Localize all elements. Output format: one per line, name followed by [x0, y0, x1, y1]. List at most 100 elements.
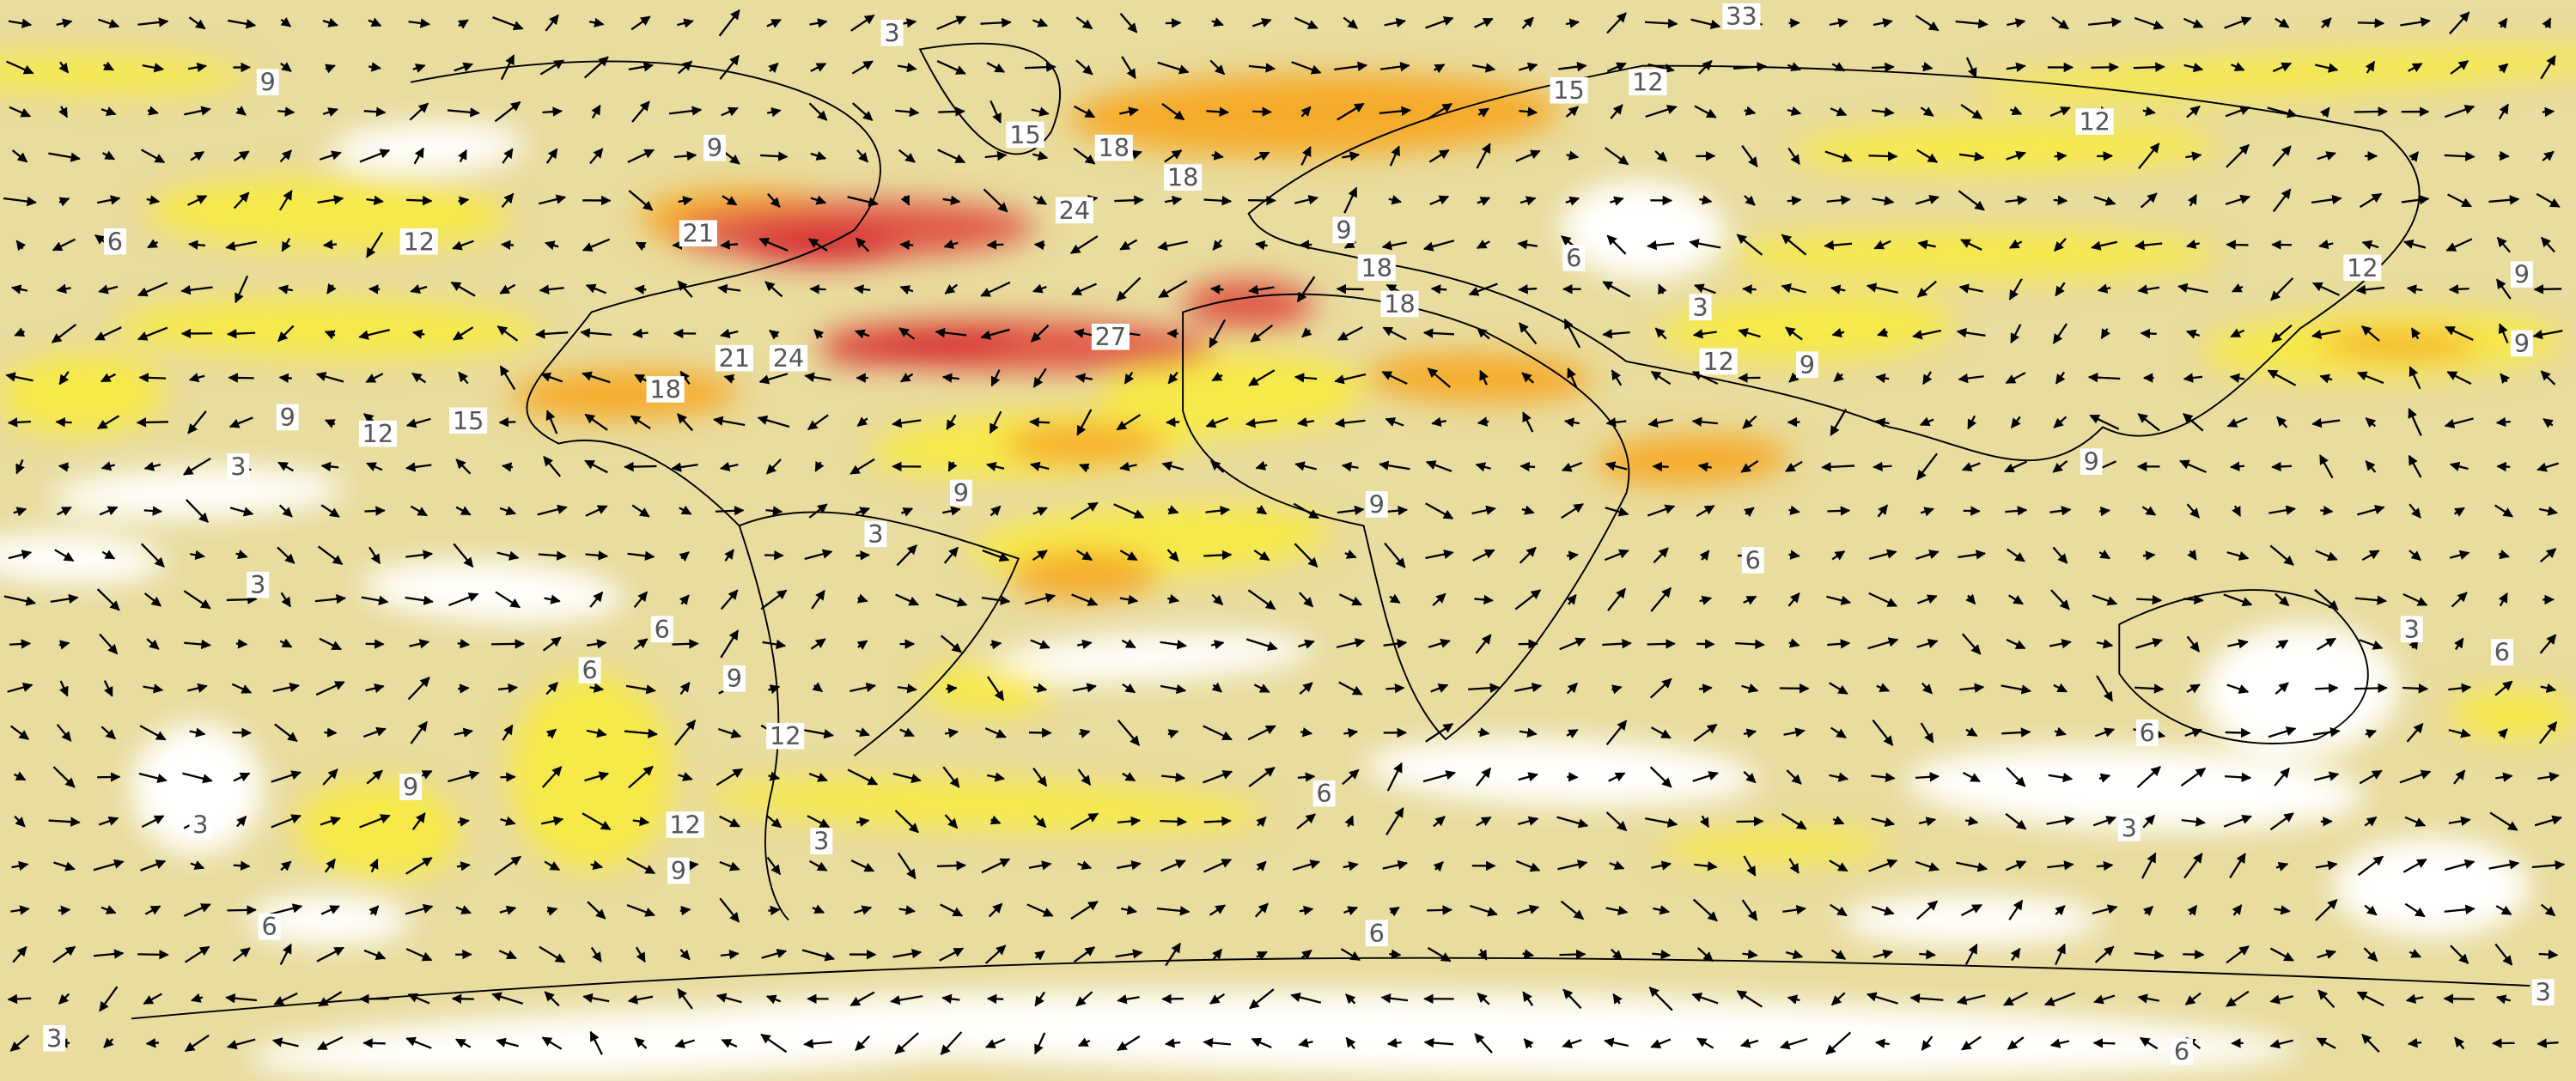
wind-arrow	[359, 149, 391, 163]
wind-arrow	[1921, 682, 1934, 695]
wind-arrow	[1341, 768, 1360, 786]
wind-arrow	[494, 100, 521, 123]
wind-arrow	[1699, 550, 1710, 562]
wind-arrow	[500, 772, 516, 782]
wind-arrow	[2540, 683, 2557, 693]
wind-arrow	[458, 196, 470, 206]
wind-arrow	[1432, 592, 1446, 607]
wind-arrow	[943, 546, 959, 564]
contour-label-text: 9	[2514, 329, 2530, 358]
wind-arrow	[2357, 18, 2385, 28]
wind-arrow	[279, 149, 292, 163]
wind-arrow	[2229, 373, 2245, 384]
wind-arrow	[2361, 240, 2379, 250]
wind-arrow	[1422, 328, 1455, 338]
wind-arrow	[1831, 550, 1846, 561]
wind-arrow	[716, 768, 744, 786]
contour-label-text: 18	[1167, 163, 1199, 192]
wind-arrow	[2497, 728, 2508, 739]
wind-arrow	[2498, 323, 2509, 343]
wind-arrow	[804, 549, 833, 561]
wind-arrow	[2496, 461, 2511, 472]
wind-arrow	[2009, 106, 2023, 116]
wind-arrow	[1382, 326, 1407, 341]
wind-arrow	[1072, 683, 1097, 693]
wind-arrow	[2089, 414, 2120, 430]
wind-arrow	[1338, 593, 1362, 606]
wind-arrow	[1833, 372, 1844, 383]
wind-arrow	[1831, 328, 1845, 338]
wind-arrow	[672, 639, 699, 649]
wind-arrow	[411, 372, 427, 384]
contour-label-text: 6	[262, 912, 277, 941]
contour-label: 12	[399, 227, 438, 256]
wind-arrow	[1867, 637, 1899, 650]
wind-arrow	[2007, 18, 2026, 28]
wind-arrow	[1033, 240, 1045, 251]
wind-arrow	[1117, 720, 1141, 746]
wind-arrow	[892, 772, 922, 784]
wind-arrow	[544, 240, 559, 251]
wind-arrow	[1967, 415, 1977, 430]
wind-arrow	[147, 239, 159, 249]
wind-arrow	[542, 636, 562, 652]
contour-label-text: 21	[719, 343, 751, 373]
wind-arrow	[1119, 594, 1139, 605]
wind-arrow	[1781, 234, 1807, 256]
contour-label: 3	[1689, 293, 1712, 322]
wind-arrow	[58, 640, 70, 650]
wind-arrow	[1742, 284, 1757, 295]
wind-arrow	[723, 373, 735, 384]
wind-arrow	[2226, 683, 2250, 694]
wind-arrow	[225, 240, 258, 252]
wind-arrow	[279, 638, 293, 648]
wind-arrow	[942, 506, 961, 516]
wind-arrow	[1251, 18, 1272, 27]
wind-arrow	[2271, 324, 2293, 343]
wind-arrow	[233, 860, 251, 871]
wind-arrow	[856, 416, 868, 428]
wind-arrow	[188, 16, 206, 30]
wind-arrow	[1744, 195, 1756, 206]
wind-arrow	[1119, 239, 1138, 251]
wind-arrow	[1479, 369, 1489, 386]
wind-arrow	[810, 150, 827, 161]
wind-arrow	[628, 765, 654, 789]
wind-arrow	[278, 190, 293, 211]
wind-arrow	[543, 456, 562, 477]
wind-arrow	[1167, 593, 1180, 604]
wind-arrow	[1294, 16, 1318, 29]
wind-arrow	[2539, 634, 2557, 654]
wind-arrow	[1919, 949, 1936, 960]
wind-arrow	[1827, 506, 1851, 516]
wind-arrow	[1343, 16, 1359, 29]
wind-arrow	[2354, 595, 2388, 605]
wind-arrow	[2098, 550, 2111, 560]
wind-arrow	[1868, 151, 1898, 161]
wind-arrow	[1074, 328, 1094, 338]
wind-arrow	[187, 683, 208, 693]
wind-arrow	[2318, 240, 2334, 250]
wind-arrow	[2097, 283, 2111, 294]
contour-label: 33	[1722, 2, 1761, 31]
speed-blob	[2447, 689, 2576, 740]
wind-arrow	[717, 283, 741, 295]
wind-arrow	[1124, 371, 1135, 385]
wind-arrow	[1474, 17, 1494, 28]
wind-arrow	[1831, 62, 1846, 72]
wind-arrow	[1032, 550, 1048, 562]
wind-arrow	[2054, 238, 2067, 252]
wind-arrow	[1877, 504, 1889, 518]
wind-arrow	[103, 680, 113, 697]
wind-arrow	[808, 772, 828, 782]
contour-label-text: 15	[1553, 76, 1585, 105]
wind-arrow	[1422, 240, 1455, 252]
contour-label-text: 3	[230, 452, 246, 481]
wind-arrow	[983, 188, 1008, 213]
wind-arrow	[760, 589, 788, 610]
wind-arrow	[1959, 683, 1985, 693]
wind-arrow	[1113, 503, 1145, 519]
wind-arrow	[458, 683, 470, 694]
wind-arrow	[1116, 276, 1142, 301]
wind-arrow	[1690, 18, 1721, 30]
